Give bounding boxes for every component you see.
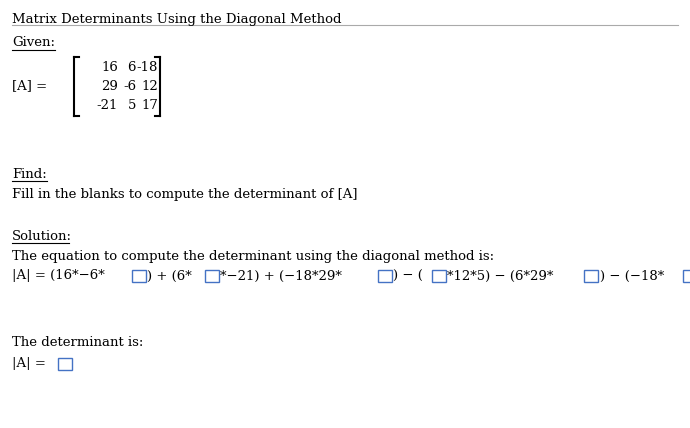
Text: Find:: Find: — [12, 168, 47, 181]
Text: [A] =: [A] = — [12, 80, 47, 92]
Text: ) − (−18*: ) − (−18* — [600, 270, 664, 282]
Bar — [205, 270, 219, 282]
Text: Given:: Given: — [12, 36, 55, 49]
Text: 17: 17 — [141, 98, 158, 112]
Text: The equation to compute the determinant using the diagonal method is:: The equation to compute the determinant … — [12, 250, 494, 263]
Bar — [584, 270, 598, 282]
Bar — [377, 270, 392, 282]
Text: |A| = (16*−6*: |A| = (16*−6* — [12, 270, 105, 282]
Text: -21: -21 — [97, 98, 118, 112]
Text: ) + (6*: ) + (6* — [147, 270, 192, 282]
Text: Fill in the blanks to compute the determinant of [A]: Fill in the blanks to compute the determ… — [12, 188, 357, 201]
Text: ) − (: ) − ( — [393, 270, 423, 282]
Text: *−21) + (−18*29*: *−21) + (−18*29* — [220, 270, 342, 282]
Text: 29: 29 — [101, 80, 118, 92]
Text: Solution:: Solution: — [12, 230, 72, 243]
Text: 6: 6 — [128, 60, 136, 74]
Bar — [432, 270, 446, 282]
Text: The determinant is:: The determinant is: — [12, 336, 144, 349]
Text: |A| =: |A| = — [12, 357, 46, 371]
Bar — [132, 270, 146, 282]
Text: -6: -6 — [123, 80, 136, 92]
Text: -18: -18 — [137, 60, 158, 74]
Text: 12: 12 — [141, 80, 158, 92]
Text: 5: 5 — [128, 98, 136, 112]
Bar — [58, 358, 72, 370]
Text: Matrix Determinants Using the Diagonal Method: Matrix Determinants Using the Diagonal M… — [12, 13, 342, 26]
Bar — [683, 270, 690, 282]
Text: 16: 16 — [101, 60, 118, 74]
Text: *12*5) − (6*29*: *12*5) − (6*29* — [447, 270, 553, 282]
